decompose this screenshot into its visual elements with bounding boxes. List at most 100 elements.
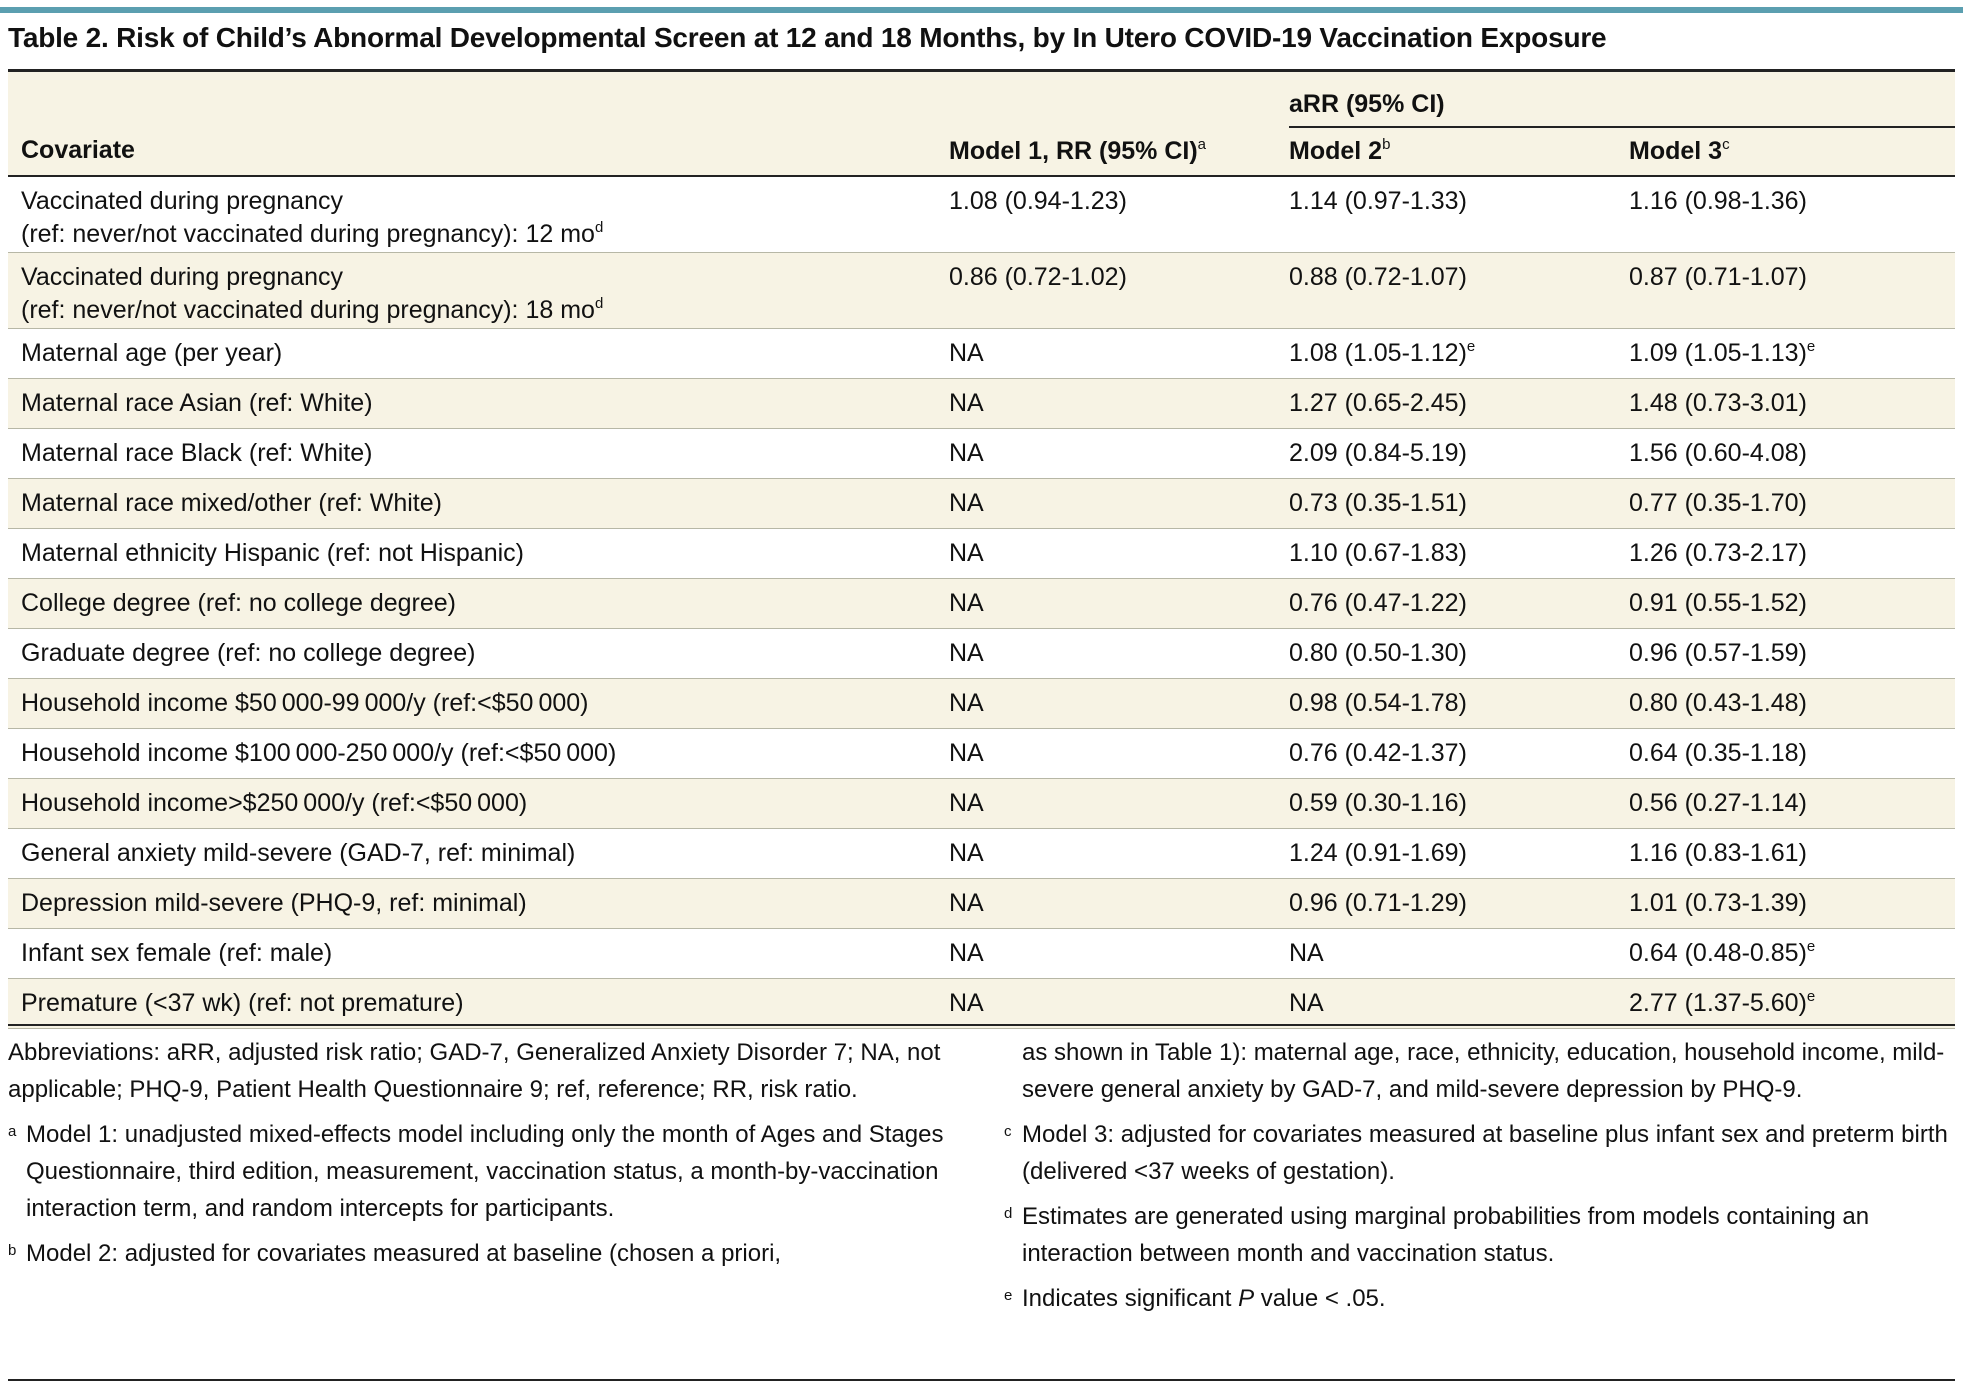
top-accent-rule: [0, 7, 1963, 13]
footnote-abbreviations: Abbreviations: aRR, adjusted risk ratio;…: [8, 1039, 941, 1103]
header-model1: Model 1, RR (95% CI)a: [949, 136, 1206, 165]
model3-cell: 1.16 (0.83-1.61): [1629, 839, 1807, 867]
table-row: Household income>$250 000/y (ref:<$50 00…: [8, 779, 1955, 829]
table-row: Household income $100 000-250 000/y (ref…: [8, 729, 1955, 779]
model1-cell: NA: [949, 539, 984, 567]
model2-cell: NA: [1289, 939, 1324, 967]
model3-cell: 0.80 (0.43-1.48): [1629, 689, 1807, 717]
model1-cell: NA: [949, 439, 984, 467]
footnote-marker: d: [594, 219, 604, 236]
model1-cell: NA: [949, 639, 984, 667]
model1-cell: NA: [949, 939, 984, 967]
header-group-label: aRR (95% CI): [1289, 90, 1445, 118]
footnote-c: c Model 3: adjusted for covariates measur…: [1004, 1116, 1954, 1190]
footnote-marker: c: [1722, 136, 1730, 153]
model2-cell: 0.73 (0.35-1.51): [1289, 489, 1467, 517]
model3-cell: 0.77 (0.35-1.70): [1629, 489, 1807, 517]
covariate-cell: Maternal age (per year): [21, 339, 283, 367]
footnote-marker: d: [594, 295, 604, 312]
footnote-a: a Model 1: unadjusted mixed-effects model…: [8, 1116, 948, 1227]
footnote-marker: e: [1466, 338, 1476, 355]
model2-cell: 1.24 (0.91-1.69): [1289, 839, 1467, 867]
table-row: Maternal race Asian (ref: White) NA 1.27 (…: [8, 379, 1955, 429]
footnote-marker: c: [1004, 1123, 1012, 1140]
covariate-cell: Infant sex female (ref: male): [21, 939, 333, 967]
model1-cell: NA: [949, 889, 984, 917]
table-row: Household income $50 000-99 000/y (ref:<…: [8, 679, 1955, 729]
model1-cell: 1.08 (0.94-1.23): [949, 187, 1127, 215]
model1-cell: NA: [949, 589, 984, 617]
model3-cell: 1.16 (0.98-1.36): [1629, 187, 1807, 215]
model3-cell: 0.56 (0.27-1.14): [1629, 789, 1807, 817]
model1-cell: NA: [949, 989, 984, 1017]
header-rule: [8, 175, 1955, 177]
table-row: Vaccinated during pregnancy (ref: never/n…: [8, 253, 1955, 329]
model3-cell: 0.96 (0.57-1.59): [1629, 639, 1807, 667]
table-row: Maternal race mixed/other (ref: White) NA…: [8, 479, 1955, 529]
model3-cell: 1.56 (0.60-4.08): [1629, 439, 1807, 467]
model1-cell: NA: [949, 689, 984, 717]
table-row: Graduate degree (ref: no college degree)…: [8, 629, 1955, 679]
header-covariate: Covariate: [21, 136, 135, 164]
header-band: [8, 72, 1955, 177]
model1-cell: NA: [949, 339, 984, 367]
model3-cell: 1.26 (0.73-2.17): [1629, 539, 1807, 567]
model2-cell: NA: [1289, 989, 1324, 1017]
covariate-cell: Vaccinated during pregnancy (ref: never/n…: [21, 187, 604, 248]
model1-cell: NA: [949, 839, 984, 867]
model1-cell: NA: [949, 739, 984, 767]
footnotes-left-column: Abbreviations: aRR, adjusted risk ratio;…: [8, 1034, 948, 1280]
footnote-marker: e: [1004, 1287, 1013, 1304]
footnote-marker: e: [1806, 988, 1816, 1005]
model1-cell: NA: [949, 789, 984, 817]
model3-cell: 0.91 (0.55-1.52): [1629, 589, 1807, 617]
model3-cell: 1.01 (0.73-1.39): [1629, 889, 1807, 917]
covariate-cell: Maternal race mixed/other (ref: White): [21, 489, 442, 517]
covariate-cell: Household income $50 000-99 000/y (ref:<…: [21, 689, 589, 717]
model2-cell: 1.10 (0.67-1.83): [1289, 539, 1467, 567]
footnote-marker: a: [8, 1123, 17, 1140]
model2-cell: 0.59 (0.30-1.16): [1289, 789, 1467, 817]
header-model2: Model 2b: [1289, 136, 1391, 165]
model2-cell: 0.80 (0.50-1.30): [1289, 639, 1467, 667]
covariate-cell: Maternal race Black (ref: White): [21, 439, 373, 467]
covariate-cell: Maternal race Asian (ref: White): [21, 389, 373, 417]
model2-cell: 0.88 (0.72-1.07): [1289, 263, 1467, 291]
model1-cell: 0.86 (0.72-1.02): [949, 263, 1127, 291]
footnote-marker: e: [1806, 938, 1816, 955]
footnote-marker: b: [1382, 136, 1391, 153]
model3-cell: 0.64 (0.35-1.18): [1629, 739, 1807, 767]
header-group-rule: [1289, 126, 1955, 128]
footnote-marker: a: [1197, 136, 1206, 153]
footnote-marker: e: [1806, 338, 1816, 355]
covariate-cell: Graduate degree (ref: no college degree): [21, 639, 476, 667]
footnotes-right-column: as shown in Table 1): maternal age, race…: [1004, 1034, 1954, 1325]
table-row: Premature (<37 wk) (ref: not premature) N…: [8, 979, 1955, 1029]
covariate-cell: Premature (<37 wk) (ref: not premature): [21, 989, 464, 1017]
table-row: Maternal ethnicity Hispanic (ref: not Hi…: [8, 529, 1955, 579]
table-row: Maternal race Black (ref: White) NA 2.09 (…: [8, 429, 1955, 479]
footnote-e: e Indicates significant P value < .05.: [1004, 1280, 1954, 1317]
footnote-marker: d: [1004, 1205, 1013, 1222]
page-bottom-rule: [8, 1379, 1955, 1381]
model3-cell: 1.48 (0.73-3.01): [1629, 389, 1807, 417]
model2-cell: 1.27 (0.65-2.45): [1289, 389, 1467, 417]
model3-cell: 2.77 (1.37-5.60)e: [1629, 988, 1816, 1017]
model2-cell: 1.08 (1.05-1.12)e: [1289, 338, 1476, 367]
footnote-b: b Model 2: adjusted for covariates measur…: [8, 1235, 948, 1272]
model1-cell: NA: [949, 389, 984, 417]
covariate-cell: General anxiety mild-severe (GAD-7, ref:…: [21, 839, 576, 867]
covariate-cell: Maternal ethnicity Hispanic (ref: not Hi…: [21, 539, 524, 567]
table-row: Maternal age (per year) NA 1.08 (1.05-1.12…: [8, 329, 1955, 379]
title-rule: [8, 69, 1955, 72]
covariate-cell: College degree (ref: no college degree): [21, 589, 456, 617]
footnote-b-continued: as shown in Table 1): maternal age, race…: [1022, 1039, 1945, 1103]
covariate-cell: Vaccinated during pregnancy (ref: never/n…: [21, 263, 604, 324]
model2-cell: 1.14 (0.97-1.33): [1289, 187, 1467, 215]
model3-cell: 1.09 (1.05-1.13)e: [1629, 338, 1816, 367]
model2-cell: 0.76 (0.47-1.22): [1289, 589, 1467, 617]
table-row: General anxiety mild-severe (GAD-7, ref:…: [8, 829, 1955, 879]
model1-cell: NA: [949, 489, 984, 517]
footnote-marker: b: [8, 1242, 17, 1259]
model2-cell: 0.76 (0.42-1.37): [1289, 739, 1467, 767]
